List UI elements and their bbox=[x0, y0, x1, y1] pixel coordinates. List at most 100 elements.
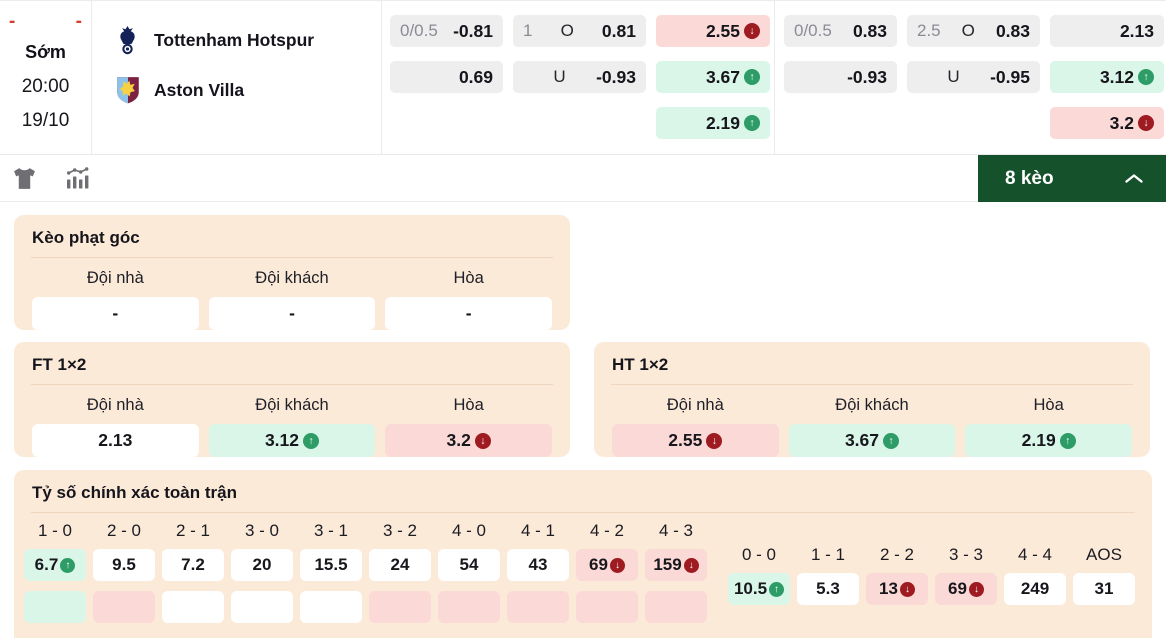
score-odds-cell-partial[interactable] bbox=[507, 591, 569, 623]
g1-over-mark: O bbox=[560, 21, 574, 40]
g2-over-mark: O bbox=[961, 21, 975, 40]
score-label: 1 - 1 bbox=[810, 545, 846, 564]
ft-draw-odds: 3.2 bbox=[446, 430, 471, 450]
score-odds-cell[interactable]: 15.5 bbox=[300, 549, 362, 581]
ft-card-title: FT 1×2 bbox=[32, 355, 87, 374]
odds-group-1: 0/0.5 -0.81 1 O 0.81 2.55 0.69 U -0.93 3… bbox=[382, 1, 774, 154]
ft-away-cell[interactable]: 3.12 bbox=[208, 424, 376, 457]
score-odds-cell-partial[interactable] bbox=[576, 591, 638, 623]
trend-down-icon bbox=[609, 557, 625, 573]
correct-score-title: Tỷ số chính xác toàn trận bbox=[32, 483, 237, 502]
score-odds-cell[interactable]: 31 bbox=[1073, 573, 1135, 605]
g1-home-win-cell[interactable]: 2.55 bbox=[656, 15, 770, 47]
g1-under-cell[interactable]: U -0.93 bbox=[513, 61, 646, 93]
score-odds-cell[interactable]: 43 bbox=[507, 549, 569, 581]
score-odds-cell-partial[interactable] bbox=[300, 591, 362, 623]
trend-up-icon bbox=[1059, 432, 1076, 449]
score-odds-cell-partial[interactable] bbox=[438, 591, 500, 623]
corner-header-away: Đội khách bbox=[255, 269, 329, 287]
score-odds-cell-partial[interactable] bbox=[231, 591, 293, 623]
corner-draw-cell[interactable]: - bbox=[385, 297, 552, 330]
score-label: 3 - 3 bbox=[948, 545, 984, 564]
score-column: 3 - 1 15.5 bbox=[300, 518, 362, 623]
ht-draw-cell[interactable]: 2.19 bbox=[965, 424, 1132, 457]
score-odds: 69 bbox=[589, 555, 608, 574]
score-odds-cell[interactable]: 5.3 bbox=[797, 573, 859, 605]
jersey-icon[interactable] bbox=[12, 167, 37, 190]
tottenham-logo bbox=[114, 25, 141, 55]
home-team-row[interactable]: Tottenham Hotspur bbox=[92, 15, 381, 65]
g2-draw-cell[interactable]: 3.2 bbox=[1050, 107, 1164, 139]
g2-under-cell[interactable]: U -0.95 bbox=[907, 61, 1040, 93]
corner-home-odds: - bbox=[112, 303, 119, 323]
score-odds: 159 bbox=[653, 555, 682, 574]
corner-draw-odds: - bbox=[465, 303, 472, 323]
g2-home-win-cell[interactable]: 2.13 bbox=[1050, 15, 1164, 47]
g2-over-cell[interactable]: 2.5 O 0.83 bbox=[907, 15, 1040, 47]
g1-over-cell[interactable]: 1 O 0.81 bbox=[513, 15, 646, 47]
score-label: 4 - 0 bbox=[451, 521, 487, 540]
g2-handicap-away-cell[interactable]: -0.93 bbox=[784, 61, 897, 93]
ht-header-away: Đội khách bbox=[835, 396, 909, 414]
corner-away-cell[interactable]: - bbox=[208, 297, 376, 330]
divider bbox=[611, 384, 1133, 385]
markets-count-button[interactable]: 8 kèo bbox=[978, 155, 1166, 202]
g1-handicap-away-cell[interactable]: 0.69 bbox=[390, 61, 503, 93]
g2-handicap-home-odds: 0.83 bbox=[852, 20, 887, 41]
trend-up-icon bbox=[744, 115, 760, 131]
corner-home-cell[interactable]: - bbox=[32, 297, 199, 330]
score-odds-cell[interactable]: 6.7 bbox=[24, 549, 86, 581]
score-odds-cell[interactable]: 20 bbox=[231, 549, 293, 581]
score-label: 3 - 1 bbox=[313, 521, 349, 540]
score-odds-cell[interactable]: 54 bbox=[438, 549, 500, 581]
trend-down-icon bbox=[968, 581, 984, 597]
score-odds: 31 bbox=[1094, 579, 1114, 598]
corner-card-title: Kèo phạt góc bbox=[32, 228, 140, 247]
draw-score-column: 0 - 0 10.5 bbox=[728, 518, 790, 623]
ht-away-cell[interactable]: 3.67 bbox=[788, 424, 956, 457]
ft-home-cell[interactable]: 2.13 bbox=[32, 424, 199, 457]
score-odds-cell[interactable]: 9.5 bbox=[93, 549, 155, 581]
score-odds-cell-partial[interactable] bbox=[369, 591, 431, 623]
score-odds-cell-partial[interactable] bbox=[645, 591, 707, 623]
score-odds-cell[interactable]: 13 bbox=[866, 573, 928, 605]
score-odds-cell-partial[interactable] bbox=[93, 591, 155, 623]
match-time-column: - - Sớm 20:00 19/10 bbox=[0, 1, 92, 154]
odds-chart-icon[interactable] bbox=[63, 166, 91, 190]
g1-away-win-cell[interactable]: 3.67 bbox=[656, 61, 770, 93]
score-odds: 20 bbox=[252, 555, 272, 574]
home-score-dash: - bbox=[9, 11, 16, 32]
markets-count-label: 8 kèo bbox=[1005, 167, 1054, 189]
score-label: 0 - 0 bbox=[741, 545, 777, 564]
score-odds-cell[interactable]: 7.2 bbox=[162, 549, 224, 581]
score-odds-cell-partial[interactable] bbox=[24, 591, 86, 623]
score-odds-cell[interactable]: 69 bbox=[935, 573, 997, 605]
ft-draw-cell[interactable]: 3.2 bbox=[385, 424, 552, 457]
trend-up-icon bbox=[1138, 69, 1154, 85]
score-column: 2 - 0 9.5 bbox=[93, 518, 155, 623]
score-odds-cell[interactable]: 69 bbox=[576, 549, 638, 581]
ft-away-odds: 3.12 bbox=[264, 430, 300, 450]
g2-over-odds: 0.83 bbox=[995, 20, 1030, 41]
corner-header-draw: Hòa bbox=[453, 269, 484, 287]
away-team-name: Aston Villa bbox=[154, 79, 245, 100]
g1-handicap-home-cell[interactable]: 0/0.5 -0.81 bbox=[390, 15, 503, 47]
score-odds: 43 bbox=[528, 555, 548, 574]
score-odds-cell[interactable]: 249 bbox=[1004, 573, 1066, 605]
away-team-row[interactable]: Aston Villa bbox=[92, 65, 381, 115]
score-odds-cell[interactable]: 159 bbox=[645, 549, 707, 581]
score-odds-cell[interactable]: 10.5 bbox=[728, 573, 790, 605]
toolbar: 8 kèo bbox=[0, 155, 1166, 202]
g1-draw-cell[interactable]: 2.19 bbox=[656, 107, 770, 139]
g1-total-line: 1 bbox=[523, 21, 533, 40]
score-odds: 69 bbox=[948, 579, 967, 598]
score-odds-cell-partial[interactable] bbox=[162, 591, 224, 623]
g2-away-win-cell[interactable]: 3.12 bbox=[1050, 61, 1164, 93]
score-label: 4 - 2 bbox=[589, 521, 625, 540]
g2-handicap-home-cell[interactable]: 0/0.5 0.83 bbox=[784, 15, 897, 47]
draw-score-column: AOS 31 bbox=[1073, 518, 1135, 623]
ht-home-cell[interactable]: 2.55 bbox=[612, 424, 779, 457]
trend-up-icon bbox=[744, 69, 760, 85]
aston-villa-logo bbox=[114, 75, 141, 105]
score-odds-cell[interactable]: 24 bbox=[369, 549, 431, 581]
